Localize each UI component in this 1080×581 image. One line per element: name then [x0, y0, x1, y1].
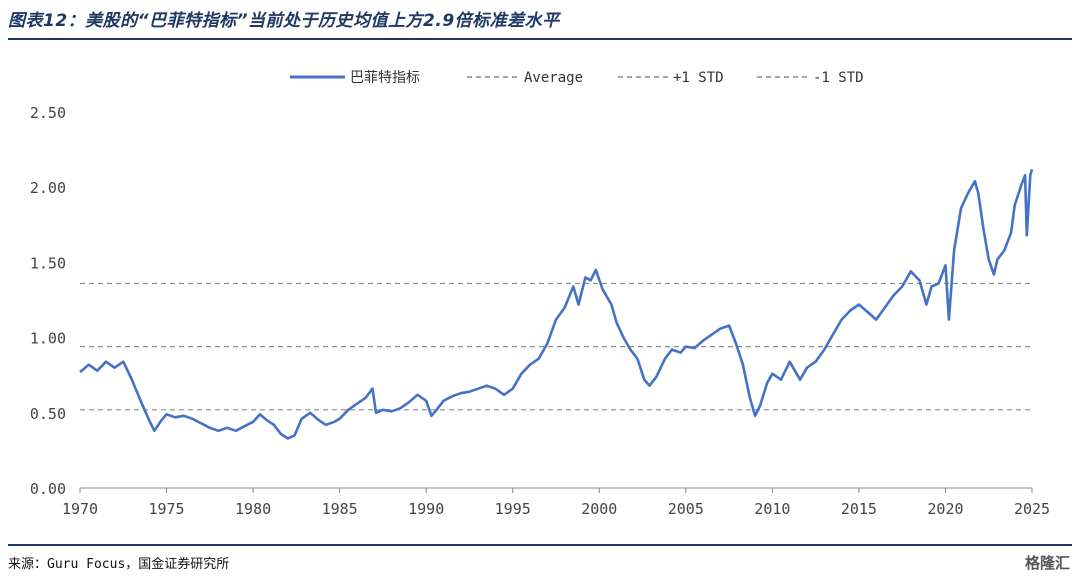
x-tick-label: 1985	[322, 500, 358, 518]
y-tick-label: 2.00	[30, 179, 66, 197]
series-line-buffett-indicator	[79, 168, 1034, 440]
x-tick-label: 2005	[668, 500, 704, 518]
x-tick-label: 2025	[1014, 500, 1050, 518]
x-tick-label: 1990	[408, 500, 444, 518]
x-tick-label: 2020	[927, 500, 963, 518]
x-tick-label: 2015	[841, 500, 877, 518]
x-tick-label: 1995	[495, 500, 531, 518]
y-tick-label: 2.50	[30, 104, 66, 122]
chart-title: 图表12：美股的“巴菲特指标”当前处于历史均值上方2.9倍标准差水平	[8, 11, 560, 31]
y-tick-label: 0.50	[30, 405, 66, 423]
legend-average-label: Average	[524, 70, 583, 86]
x-tick-label: 1975	[148, 500, 184, 518]
legend-series-label: 巴菲特指标	[350, 70, 420, 86]
footer-rule	[8, 544, 1072, 546]
header-rule	[8, 38, 1072, 40]
watermark-logo: 格隆汇	[1024, 554, 1070, 572]
x-tick-label: 1970	[62, 500, 98, 518]
x-tick-label: 2000	[581, 500, 617, 518]
source-note: 来源：Guru Focus，国金证券研究所	[8, 557, 230, 572]
y-tick-label: 0.00	[30, 480, 66, 498]
x-tick-label: 1980	[235, 500, 271, 518]
y-tick-label: 1.50	[30, 254, 66, 272]
legend-plus-std-label: +1 STD	[673, 70, 724, 86]
chart-legend: 巴菲特指标 Average +1 STD -1 STD	[290, 70, 864, 86]
y-tick-label: 1.00	[30, 330, 66, 348]
legend-minus-std-label: -1 STD	[813, 70, 864, 86]
x-tick-label: 2010	[754, 500, 790, 518]
